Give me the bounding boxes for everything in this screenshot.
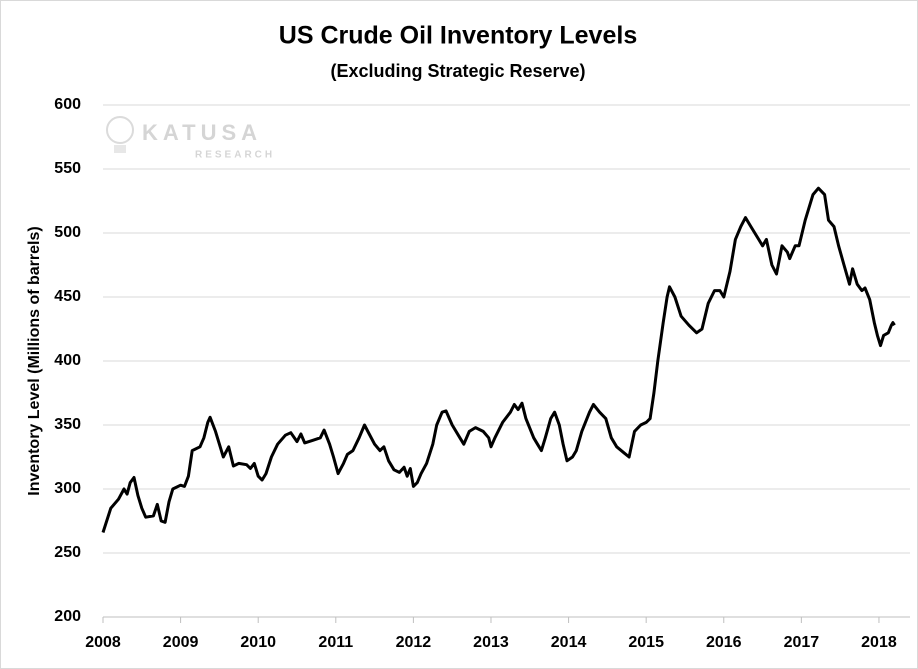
x-tick-label: 2012	[396, 634, 432, 651]
x-tick-label: 2011	[318, 634, 353, 651]
watermark-icon	[106, 116, 134, 144]
x-tick-label: 2017	[784, 634, 820, 651]
data-line	[101, 186, 896, 533]
x-tick-label: 2016	[706, 634, 742, 651]
watermark-icon-base	[114, 145, 126, 153]
y-tick-label: 250	[54, 544, 81, 561]
chart-title: US Crude Oil Inventory Levels	[279, 22, 637, 50]
x-tick-label: 2018	[861, 634, 897, 651]
x-tick-label: 2008	[85, 634, 121, 651]
y-tick-label: 600	[54, 96, 81, 113]
y-tick-label: 450	[54, 288, 81, 305]
x-tick-label: 2014	[551, 634, 587, 651]
y-tick-label: 400	[54, 352, 81, 369]
x-tick-label: 2015	[628, 634, 664, 651]
watermark-subtext: RESEARCH	[195, 150, 275, 161]
y-tick-label: 300	[54, 480, 81, 497]
y-tick-label: 550	[54, 160, 81, 177]
y-axis-label: Inventory Level (Millions of barrels)	[26, 226, 43, 495]
y-tick-label: 200	[54, 608, 81, 625]
y-tick-label: 350	[54, 416, 81, 433]
watermark: KATUSA RESEARCH	[106, 116, 275, 161]
chart-subtitle: (Excluding Strategic Reserve)	[330, 61, 585, 81]
x-tick-label: 2013	[473, 634, 509, 651]
y-tick-label: 500	[54, 224, 81, 241]
watermark-text: KATUSA	[142, 120, 262, 145]
x-tick-label: 2009	[163, 634, 199, 651]
x-tick-label: 2010	[240, 634, 276, 651]
